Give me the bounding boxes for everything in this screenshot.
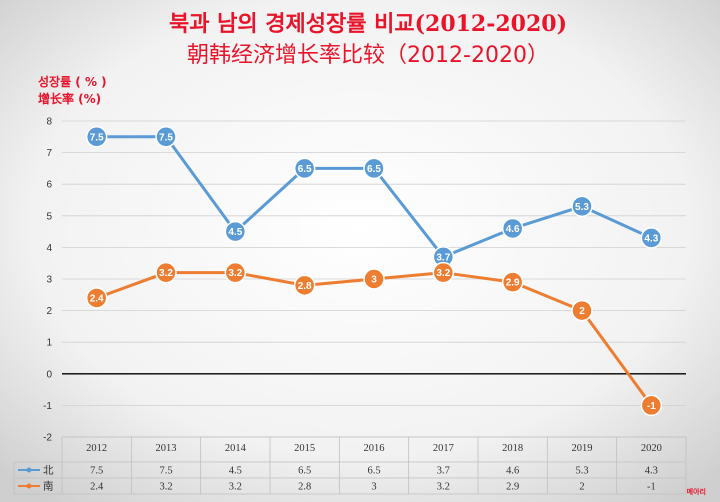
data-point bbox=[155, 261, 177, 284]
x-tick-label: 2017 bbox=[433, 443, 454, 454]
data-label: 4.3 bbox=[644, 233, 658, 244]
data-label: 7.5 bbox=[90, 132, 104, 143]
data-label: 2 bbox=[579, 306, 585, 317]
table-value-cell: 3.2 bbox=[159, 482, 172, 493]
y-tick-label: -1 bbox=[43, 401, 52, 412]
legend-series-name: 北 bbox=[43, 465, 54, 477]
data-point bbox=[224, 220, 247, 243]
legend-key-marker bbox=[26, 483, 32, 489]
x-tick-label: 2018 bbox=[502, 443, 523, 454]
legend-series-name: 南 bbox=[43, 480, 54, 493]
data-point bbox=[640, 227, 663, 249]
data-point bbox=[293, 274, 316, 297]
data-label: 3.2 bbox=[436, 268, 450, 279]
title-chinese: 朝韩经济增长率比较（2012-2020） bbox=[187, 43, 549, 68]
table-value-cell: 3.2 bbox=[437, 482, 450, 493]
table-value-cell: 5.3 bbox=[575, 466, 588, 477]
y-tick-label: 8 bbox=[46, 117, 52, 128]
table-value-cell: 6.5 bbox=[298, 466, 311, 477]
x-tick-label: 2016 bbox=[364, 443, 385, 454]
table-value-cell: 2.9 bbox=[506, 482, 519, 493]
data-point bbox=[501, 217, 524, 240]
series-layer: 7.5 7.5 4.5 6.5 6.5 3.7 4.6 5.3 4.3 2.4 3.2 3.2 2.8 3… bbox=[85, 126, 663, 417]
y-axis-ticks: -2 -1 0 1 2 3 4 5 6 7 8 bbox=[43, 117, 52, 444]
table-value-cell: 7.5 bbox=[159, 466, 172, 477]
y-tick-label: 2 bbox=[46, 306, 52, 317]
data-point bbox=[640, 394, 663, 417]
data-label: 3.7 bbox=[436, 252, 450, 263]
y-tick-label: 0 bbox=[46, 369, 52, 380]
data-point bbox=[571, 299, 593, 322]
x-tick-label: 2019 bbox=[572, 443, 593, 454]
y-tick-label: 3 bbox=[46, 275, 52, 286]
table-value-cell: 2.4 bbox=[90, 482, 104, 493]
table-value-cell: 2.8 bbox=[298, 482, 311, 493]
table-value-cell: 3.2 bbox=[229, 482, 242, 493]
data-label: 2.9 bbox=[506, 278, 520, 289]
table-value-cell: 4.5 bbox=[229, 466, 242, 477]
table-value-cell: 4.6 bbox=[506, 466, 519, 477]
data-label: 6.5 bbox=[298, 164, 312, 175]
data-point bbox=[363, 268, 385, 290]
table-value-cell: 2 bbox=[579, 482, 584, 493]
title-korean: 북과 남의 경제성장률 비교(2012-2020) bbox=[169, 11, 567, 37]
x-tick-label: 2014 bbox=[225, 443, 247, 454]
data-point bbox=[293, 157, 316, 180]
table-value-cell: 6.5 bbox=[367, 466, 380, 477]
data-label: 3.2 bbox=[159, 268, 173, 279]
data-label: -1 bbox=[647, 401, 656, 412]
data-label: 3.2 bbox=[228, 268, 242, 279]
y-tick-label: 4 bbox=[46, 243, 52, 254]
table-value-cell: 4.3 bbox=[645, 466, 658, 477]
y-tick-label: 1 bbox=[46, 338, 52, 349]
data-point bbox=[85, 287, 108, 309]
x-tick-label: 2015 bbox=[294, 443, 315, 454]
table-value-cell: 3.7 bbox=[437, 466, 450, 477]
data-point bbox=[224, 261, 247, 284]
data-label: 2.4 bbox=[90, 293, 104, 304]
data-label: 6.5 bbox=[367, 164, 381, 175]
data-label: 4.5 bbox=[228, 227, 242, 238]
y-tick-label: 6 bbox=[46, 180, 52, 191]
data-label: 2.8 bbox=[298, 281, 312, 292]
y-tick-label: 7 bbox=[46, 148, 52, 159]
data-label: 7.5 bbox=[159, 132, 173, 143]
y-tick-label: 5 bbox=[46, 211, 52, 222]
credit-mark: 메아리 bbox=[687, 487, 706, 496]
x-tick-label: 2020 bbox=[641, 443, 662, 454]
table-value-cell: 7.5 bbox=[90, 466, 103, 477]
y-unit-korean: 성장률 ( % ) bbox=[38, 75, 107, 89]
data-point bbox=[501, 271, 524, 293]
data-label: 4.6 bbox=[506, 224, 520, 235]
data-table: 2012 2013 2014 2015 2016 2017 2018 2019 2020 北 7.5… bbox=[13, 436, 687, 495]
x-tick-label: 2013 bbox=[156, 443, 177, 454]
data-point bbox=[85, 126, 108, 148]
y-tick-label: -2 bbox=[43, 433, 52, 444]
data-point bbox=[363, 157, 385, 180]
y-unit-chinese: 增长率 (%) bbox=[38, 91, 101, 106]
data-point bbox=[432, 261, 455, 284]
data-label: 5.3 bbox=[575, 202, 589, 213]
legend-key-marker bbox=[26, 467, 32, 473]
table-value-cell: 3 bbox=[371, 482, 376, 493]
data-label: 3 bbox=[371, 275, 377, 286]
table-value-cell: -1 bbox=[647, 482, 656, 493]
data-point bbox=[155, 126, 177, 148]
data-point bbox=[571, 195, 593, 218]
x-tick-label: 2012 bbox=[86, 443, 107, 454]
